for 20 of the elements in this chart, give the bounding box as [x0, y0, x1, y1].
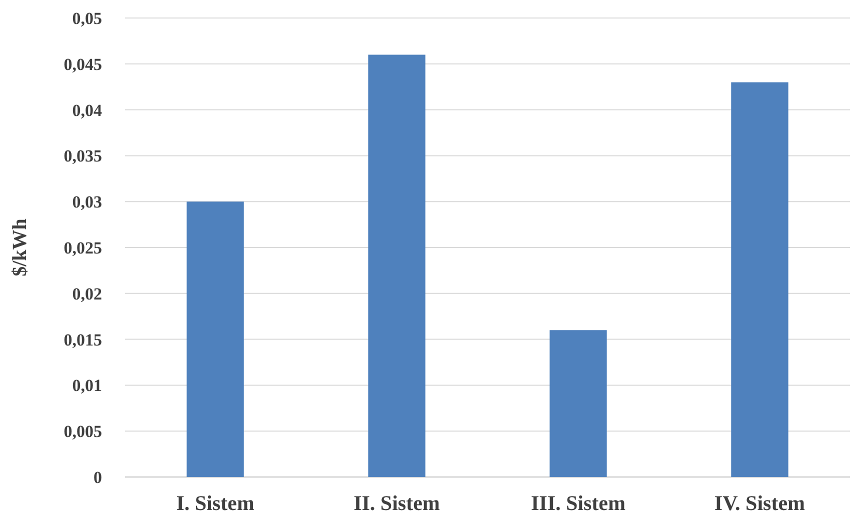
y-tick-label: 0,02 [72, 284, 102, 304]
y-tick-label: 0,035 [64, 146, 102, 166]
y-tick-label: 0,05 [72, 8, 102, 28]
bar [731, 82, 788, 477]
x-tick-label: II. Sistem [354, 491, 440, 515]
y-tick-label: 0,01 [72, 376, 102, 396]
bar [368, 54, 426, 477]
y-tick-label: 0,015 [64, 330, 102, 350]
x-tick-label: III. Sistem [530, 491, 626, 515]
bar [550, 330, 607, 477]
y-tick-label: 0 [94, 468, 102, 487]
y-tick-label: 0,025 [64, 238, 102, 258]
y-tick-label: 0,045 [64, 54, 102, 74]
y-tick-label: 0,04 [72, 100, 102, 120]
y-tick-label: 0,005 [64, 422, 102, 442]
y-tick-label: 0,03 [72, 192, 102, 212]
x-tick-label: IV. Sistem [714, 491, 806, 515]
bar [186, 202, 244, 477]
y-axis-title: $/kWh [9, 218, 31, 276]
x-tick-label: I. Sistem [176, 491, 255, 515]
